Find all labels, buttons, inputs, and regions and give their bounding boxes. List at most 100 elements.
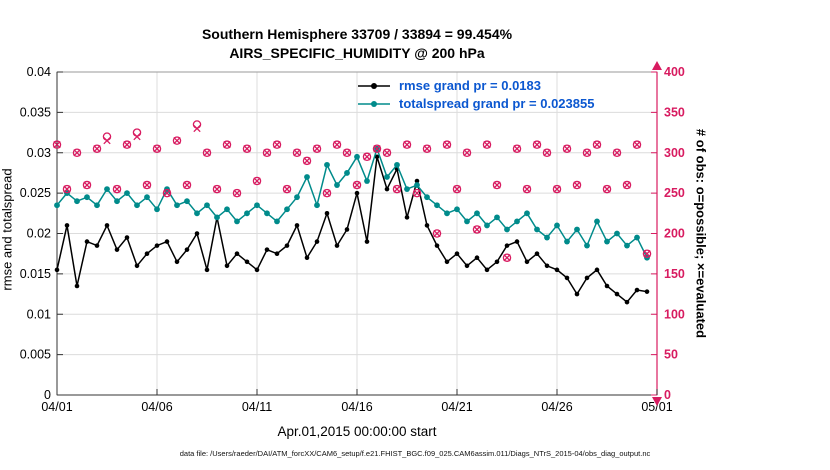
right-tick-label: 350 [664,105,685,119]
obs-evaluated-marker [283,185,291,193]
obs-possible-marker [152,144,162,153]
obs-evaluated-marker [113,185,121,193]
obs-possible-marker [72,148,82,157]
obs-evaluated-marker [203,149,211,157]
rmse-marker [314,239,320,244]
right-tick-label: 250 [664,186,685,200]
x-tick-label: 05/01 [641,400,672,414]
obs-evaluated-marker [483,141,491,149]
x-tick-label: 04/06 [141,400,172,414]
totalspread-line [56,146,648,259]
obs-evaluated-marker [403,141,411,149]
obs-evaluated-marker [233,189,241,197]
obs-possible-marker [352,180,362,190]
rmse-marker [464,263,470,269]
obs-possible-marker [382,148,392,157]
data-file-path: data file: /Users/raeder/DAI/ATM_forcXX/… [179,449,651,458]
obs-evaluated-marker [253,177,261,185]
obs-evaluated-marker [323,189,331,197]
left-tick-label: 0.02 [27,227,51,241]
rmse-marker [134,263,140,269]
obs-possible-marker [292,148,302,157]
obs-evaluated-marker [583,149,591,157]
x-tick-label: 04/26 [541,400,572,414]
obs-evaluated-marker [503,254,511,262]
obs-evaluated-marker [363,153,371,161]
obs-evaluated-marker [303,157,311,165]
obs-evaluated-marker [343,149,351,157]
totalspread-marker [74,198,80,205]
obs-possible-marker [642,249,652,258]
right-tick-label: 0 [664,388,671,402]
obs-possible-marker [372,144,382,153]
obs-evaluated-marker [143,181,151,189]
totalspread-marker [384,174,390,180]
rmse-marker [454,251,460,256]
obs-evaluated-marker [63,185,71,193]
x-tick-label: 04/01 [41,400,72,414]
obs-evaluated-marker [213,185,221,193]
totalspread-marker [534,226,540,233]
obs-evaluated-marker [133,132,141,141]
rmse-marker [184,247,190,252]
obs-evaluated-marker [193,124,201,133]
obs-evaluated-marker [563,145,571,153]
rmse-marker [424,223,430,228]
obs-evaluated-marker [533,141,541,149]
obs-possible-marker [422,144,432,153]
totalspread-marker [214,214,220,221]
left-axis-label: rmse and totalspread [0,168,15,291]
obs-possible-marker [92,144,102,153]
obs-possible-marker [162,188,172,198]
obs-evaluated-marker [623,181,631,189]
totalspread-marker [264,210,270,217]
obs-evaluated-marker [383,149,391,157]
obs-possible-marker [552,184,562,194]
right-axis-arrow-up-icon [652,61,662,70]
totalspread-marker [184,198,190,205]
rmse-marker [364,239,370,244]
rmse-marker [94,243,100,248]
legend: rmse grand pr = 0.0183 totalspread grand… [356,78,594,111]
obs-possible-marker [102,132,112,141]
obs-possible-marker [582,148,592,157]
x-tick-label: 04/16 [341,400,372,414]
obs-evaluated-marker [83,181,91,189]
totalspread-marker [324,161,330,168]
totalspread-marker [314,202,320,209]
rmse-marker [384,186,390,192]
legend-entry-totalspread: totalspread grand pr = 0.023855 [356,96,594,111]
totalspread-marker [114,198,120,205]
totalspread-marker [234,218,240,225]
totalspread-marker [524,210,530,217]
obs-possible-marker [62,184,72,194]
rmse-marker [624,299,630,305]
obs-possible-marker [252,176,262,186]
obs-evaluated-marker [263,149,271,157]
left-tick-label: 0.015 [20,267,51,281]
obs-possible-marker [572,180,582,190]
obs-possible-marker [332,140,342,149]
totalspread-marker [84,194,90,201]
totalspread-marker [274,218,280,225]
totalspread-marker [414,182,420,188]
left-tick-label: 0.025 [20,186,51,200]
totalspread-marker [334,182,340,188]
chart-subtitle: AIRS_SPECIFIC_HUMIDITY @ 200 hPa [229,45,485,61]
rmse-marker [74,283,80,289]
totalspread-marker [304,174,310,180]
obs-evaluated-marker [333,141,341,149]
rmse-marker [114,247,120,252]
totalspread-marker [624,242,630,249]
totalspread-marker [444,210,450,217]
x-axis-label: Apr.01,2015 00:00:00 start [277,424,437,439]
legend-line-sample-rmse [358,82,390,89]
totalspread-marker [204,202,210,209]
obs-possible-marker [452,184,462,194]
obs-evaluated-marker [463,149,471,157]
totalspread-marker [364,178,370,184]
obs-evaluated-marker [173,136,181,145]
rmse-marker [434,243,440,248]
obs-evaluated-marker [313,145,321,153]
rmse-marker [224,263,230,269]
